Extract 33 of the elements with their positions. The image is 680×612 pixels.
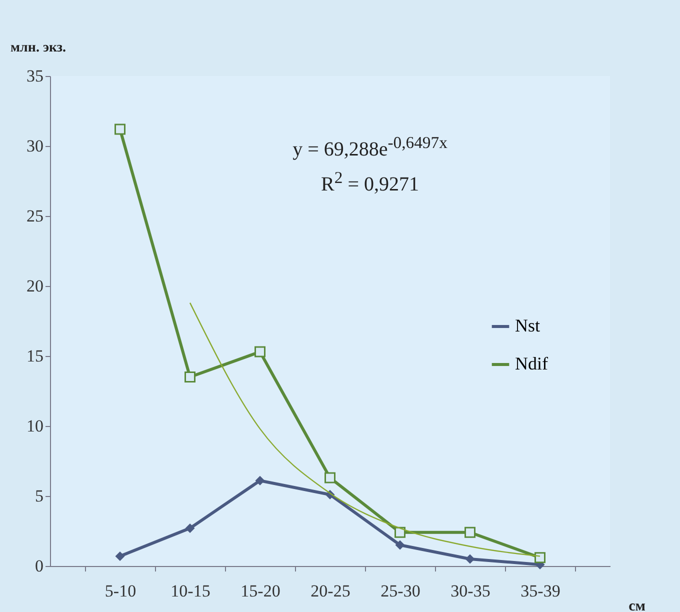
legend-label: Ndif [515, 354, 548, 374]
point [395, 540, 405, 550]
point [184, 372, 196, 382]
x-axis-title: см [628, 598, 646, 612]
y-tick-label: 10 [26, 416, 44, 436]
point [465, 554, 475, 564]
x-tick-label: 15-20 [240, 582, 280, 600]
point [534, 552, 546, 564]
legend-label: Nst [515, 316, 540, 336]
y-tick-label: 35 [26, 66, 44, 86]
x-tick-label: 35-39 [520, 582, 560, 600]
y-tick-label: 20 [26, 276, 44, 296]
point [115, 551, 125, 561]
x-tick-label: 5-10 [104, 582, 136, 600]
point [185, 523, 195, 533]
annotation: R$^{2}$ = 0,9271 [320, 166, 420, 198]
y-axis-title: млн. экз. [10, 40, 66, 56]
x-tick-label: 30-35 [450, 582, 490, 600]
point [324, 472, 336, 484]
point [464, 526, 476, 538]
annotation: y = 69,288e$^{-0,6497x}$ [292, 132, 448, 163]
x-tick-label: 25-30 [380, 582, 420, 600]
y-tick-label: 30 [26, 136, 44, 156]
y-tick-label: 0 [35, 556, 44, 576]
point [254, 346, 266, 358]
x-tick-label: 10-15 [170, 582, 210, 600]
point [255, 476, 265, 486]
y-tick-label: 15 [26, 346, 44, 366]
point [394, 526, 406, 538]
x-tick-label: 20-25 [310, 582, 350, 600]
y-tick-label: 25 [26, 206, 44, 226]
y-tick-label: 5 [35, 486, 44, 506]
point [114, 124, 126, 135]
